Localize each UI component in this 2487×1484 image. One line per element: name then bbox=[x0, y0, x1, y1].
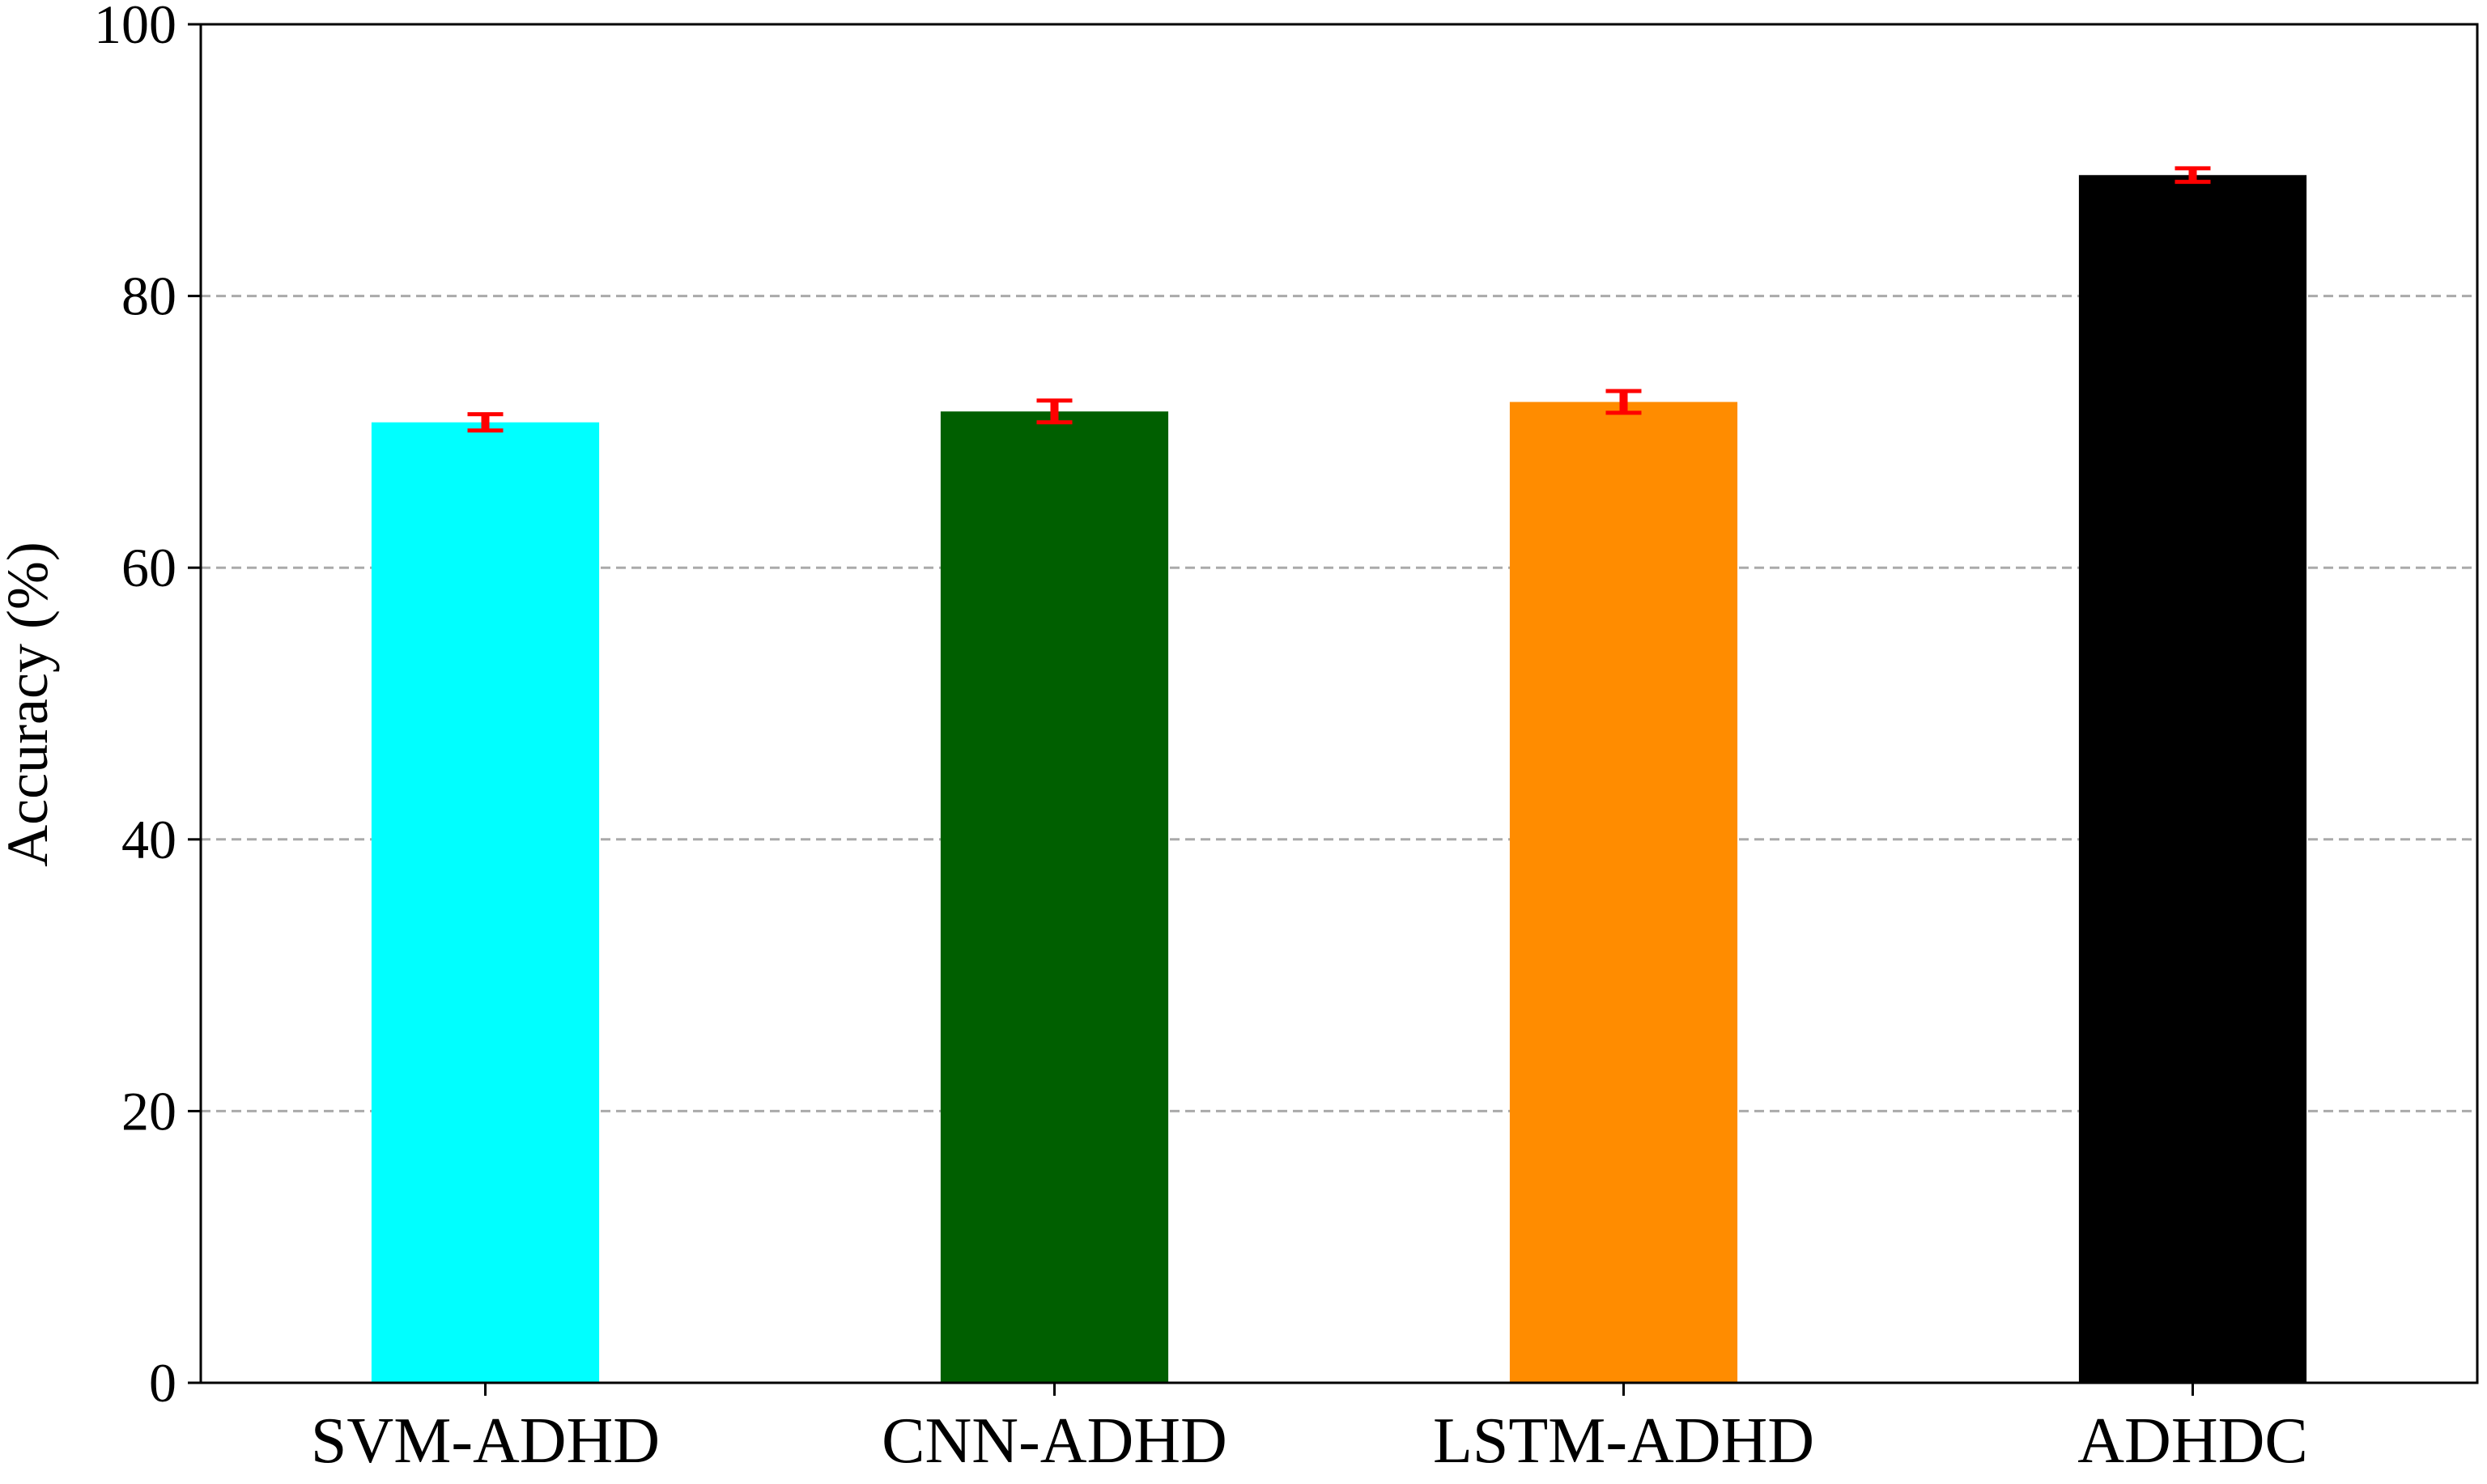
y-tick-label: 80 bbox=[121, 266, 176, 327]
y-tick-label: 60 bbox=[121, 537, 176, 598]
y-tick-label: 40 bbox=[121, 809, 176, 870]
bars bbox=[371, 175, 2307, 1384]
x-tick-label: CNN-ADHD bbox=[882, 1405, 1227, 1477]
error-bar-cnn-adhd bbox=[1036, 398, 1073, 425]
y-axis-title: Accuracy (%) bbox=[0, 542, 60, 867]
bar-cnn-adhd bbox=[940, 411, 1169, 1384]
x-tick-label: ADHDC bbox=[2077, 1405, 2307, 1477]
error-bar-lstm-adhd bbox=[1605, 389, 1642, 415]
bar-adhdc bbox=[2078, 175, 2307, 1383]
plot-frame bbox=[199, 23, 2479, 1384]
axes: 0 20 40 60 80 100 SVM-ADHD CNN-ADHD LSTM-ADHD ADH… bbox=[94, 0, 2479, 1477]
x-tick-label: LSTM-ADHD bbox=[1433, 1405, 1814, 1477]
error-bar-svm-adhd bbox=[467, 412, 504, 433]
y-tick-label: 20 bbox=[121, 1080, 176, 1142]
x-tick-label: SVM-ADHD bbox=[311, 1405, 660, 1477]
bar-lstm-adhd bbox=[1509, 402, 1738, 1383]
error-bars bbox=[467, 166, 2211, 433]
y-tick-label: 0 bbox=[149, 1352, 176, 1414]
bar-svm-adhd bbox=[371, 422, 600, 1383]
error-bar-adhdc bbox=[2175, 166, 2211, 185]
y-tick-label: 100 bbox=[94, 0, 176, 55]
